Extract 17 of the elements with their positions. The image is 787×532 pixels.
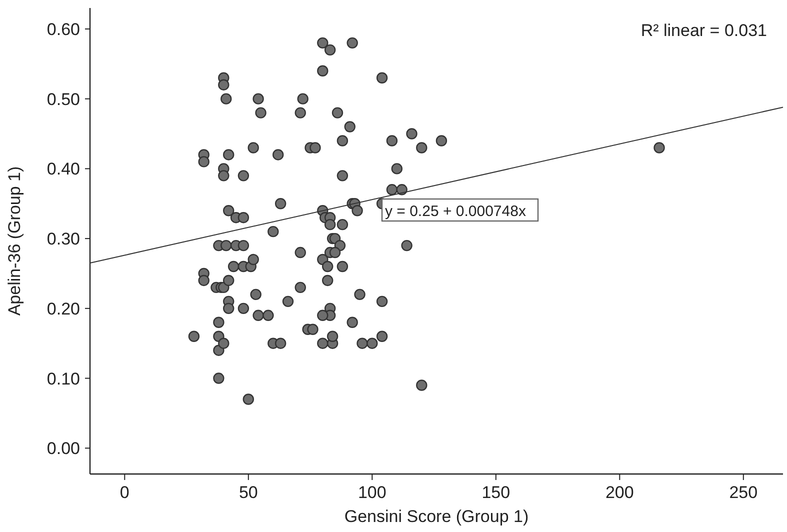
y-tick-label: 0.20 [46, 299, 80, 318]
x-tick-label: 0 [120, 483, 130, 502]
y-tick-label: 0.40 [46, 160, 80, 179]
annotation: y = 0.25 + 0.000748x [385, 203, 526, 220]
y-tick-label: 0.60 [46, 20, 80, 39]
x-tick-label: 150 [482, 483, 510, 502]
x-tick-label: 250 [729, 483, 758, 502]
y-tick-label: 0.30 [46, 230, 80, 249]
x-axis-title: Gensini Score (Group 1) [344, 507, 529, 526]
x-tick-label: 50 [238, 483, 258, 502]
y-tick-label: 0.00 [46, 439, 80, 458]
y-tick-label: 0.50 [46, 90, 80, 109]
x-tick-label: 100 [358, 483, 386, 502]
x-tick-label: 200 [605, 483, 634, 502]
y-axis-title: Apelin-36 (Group 1) [5, 166, 24, 316]
y-tick-label: 0.10 [46, 369, 80, 388]
annotation: R² linear = 0.031 [640, 21, 767, 40]
